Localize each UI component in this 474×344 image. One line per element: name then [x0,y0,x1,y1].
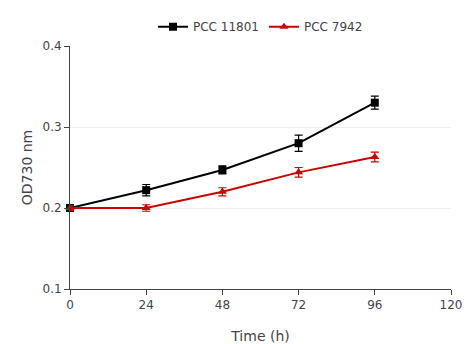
svg-text:0.4: 0.4 [43,39,62,53]
svg-text:OD730 nm: OD730 nm [19,130,35,205]
svg-text:0.2: 0.2 [43,201,62,215]
svg-text:0: 0 [66,298,74,312]
svg-text:24: 24 [139,298,154,312]
svg-text:120: 120 [440,298,463,312]
svg-text:72: 72 [291,298,306,312]
svg-text:0.1: 0.1 [43,282,62,296]
svg-text:PCC 7942: PCC 7942 [304,20,362,34]
svg-text:PCC 11801: PCC 11801 [193,20,259,34]
svg-text:96: 96 [367,298,382,312]
svg-text:48: 48 [215,298,230,312]
svg-text:0.3: 0.3 [43,120,62,134]
svg-text:Time (h): Time (h) [230,328,290,344]
